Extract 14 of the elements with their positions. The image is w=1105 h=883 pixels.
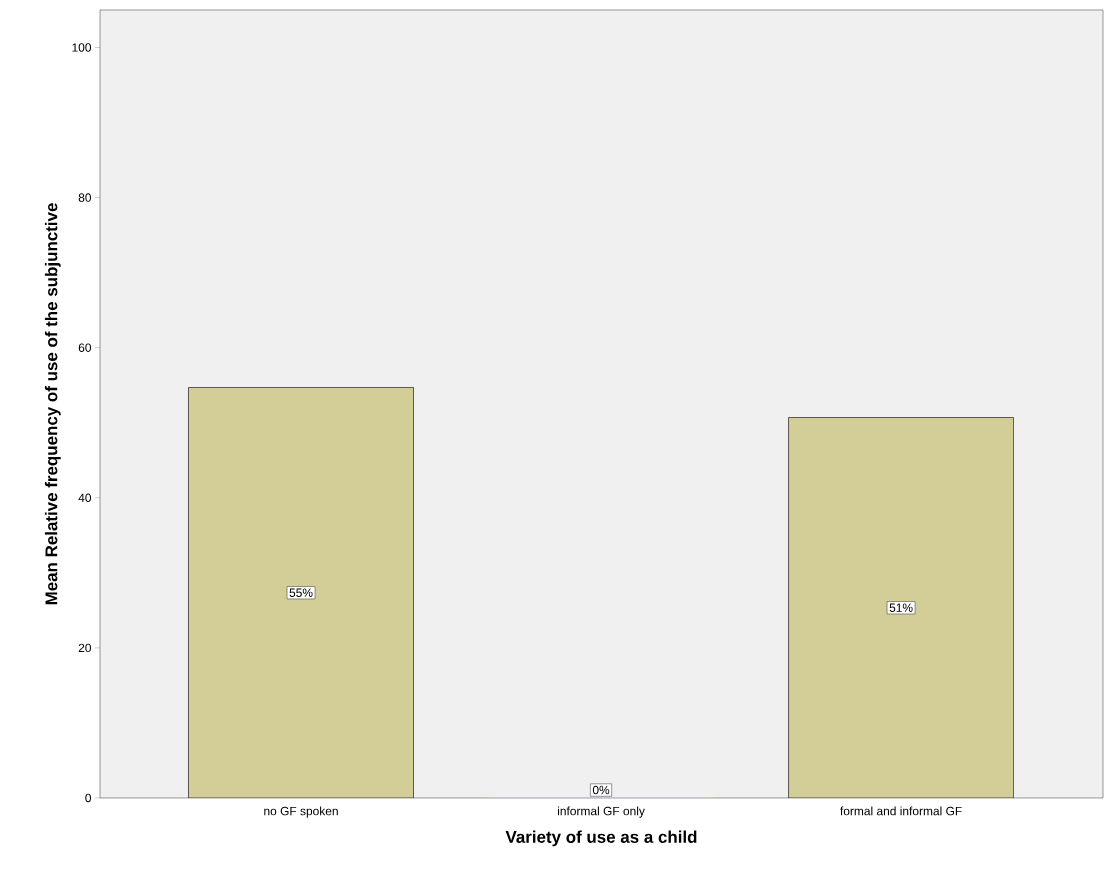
x-tick-label: formal and informal GF	[840, 806, 962, 816]
x-tick-label: no GF spoken	[264, 806, 338, 818]
x-tick-label: informal GF only	[558, 806, 645, 818]
data-label: 55%	[289, 588, 313, 597]
y-tick-label: 20	[78, 643, 92, 653]
x-axis-title: Variety of use as a child	[505, 830, 697, 847]
y-axis-title: Mean Relative frequency of use of the subjunctive	[44, 203, 61, 605]
y-tick-label: 40	[78, 493, 92, 503]
y-tick-label: 0	[85, 793, 92, 803]
data-label: 51%	[889, 603, 913, 612]
y-tick-label: 80	[78, 193, 92, 202]
y-tick-label: 60	[78, 343, 92, 352]
data-label: 0%	[592, 785, 610, 795]
y-tick-label: 100	[72, 43, 92, 52]
